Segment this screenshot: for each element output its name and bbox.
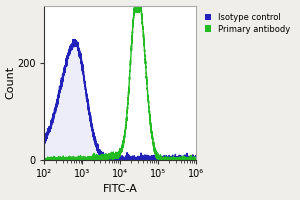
X-axis label: FITC-A: FITC-A	[103, 184, 137, 194]
Y-axis label: Count: Count	[6, 66, 16, 99]
Legend: Isotype control, Primary antibody: Isotype control, Primary antibody	[201, 10, 294, 37]
